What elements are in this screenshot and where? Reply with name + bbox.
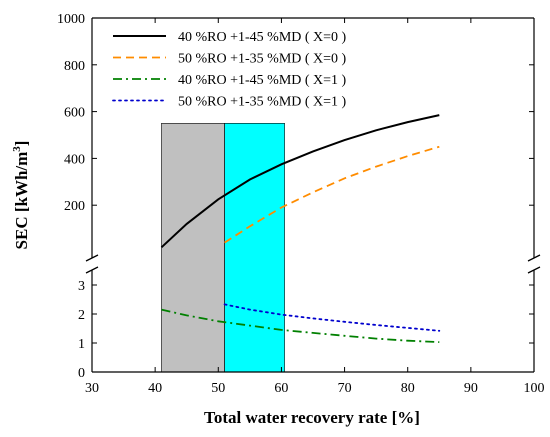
y-axis-title: SEC [kWh/m3] xyxy=(11,141,31,250)
legend-label-1: 40 %RO +1-45 %MD ( X=0 ) xyxy=(178,30,347,45)
legend-label-3: 40 %RO +1-45 %MD ( X=1 ) xyxy=(178,73,347,88)
y-tick-label-upper: 600 xyxy=(64,106,85,121)
x-tick-label: 50 xyxy=(211,381,225,396)
y-tick-label-upper: 1000 xyxy=(57,12,85,27)
x-tick-label: 60 xyxy=(274,381,288,396)
x-tick-label: 80 xyxy=(401,381,415,396)
x-tick-label: 70 xyxy=(338,381,352,396)
legend-label-4: 50 %RO +1-35 %MD ( X=1 ) xyxy=(178,95,347,110)
axis-break-right-1 xyxy=(527,254,541,262)
y-tick-label-upper: 200 xyxy=(64,199,85,214)
y-tick-label-upper: 800 xyxy=(64,59,85,74)
axis-break-left-2 xyxy=(85,266,99,274)
x-tick-label: 90 xyxy=(464,381,478,396)
x-tick-label: 40 xyxy=(148,381,162,396)
series-line-2 xyxy=(224,145,440,244)
shaded-region-2 xyxy=(224,123,285,373)
plot-frame xyxy=(85,17,541,373)
axis-break-right-2 xyxy=(527,266,541,274)
y-tick-label-lower: 1 xyxy=(78,337,85,352)
x-tick-label: 100 xyxy=(524,381,545,396)
legend: 40 %RO +1-45 %MD ( X=0 ) 50 %RO +1-35 %MD… xyxy=(112,30,347,110)
series-line-1 xyxy=(160,114,440,249)
y-axis-title-superscript: 3 xyxy=(11,146,23,152)
y-tick-label-lower: 2 xyxy=(78,308,85,323)
legend-label-2: 50 %RO +1-35 %MD ( X=0 ) xyxy=(178,52,347,67)
axis-break-left-1 xyxy=(85,254,99,262)
x-tick-label: 30 xyxy=(85,381,99,396)
tick-marks: 30 40 50 60 70 80 90 100 200 400 600 800 1000 0 1 2 3 xyxy=(57,12,545,396)
x-axis-title: Total water recovery rate [%] xyxy=(204,408,420,427)
shaded-region-1 xyxy=(161,123,225,373)
series-line-3 xyxy=(161,308,440,343)
y-axis-title-close: ] xyxy=(12,141,31,147)
series-line-4 xyxy=(223,303,441,332)
y-tick-label-upper: 400 xyxy=(64,152,85,167)
y-tick-label-lower: 3 xyxy=(78,279,85,294)
series-lines xyxy=(160,114,441,343)
y-axis-title-main: SEC [kWh/m xyxy=(12,152,31,250)
shaded-regions xyxy=(161,123,285,373)
y-tick-label-lower: 0 xyxy=(78,366,85,381)
